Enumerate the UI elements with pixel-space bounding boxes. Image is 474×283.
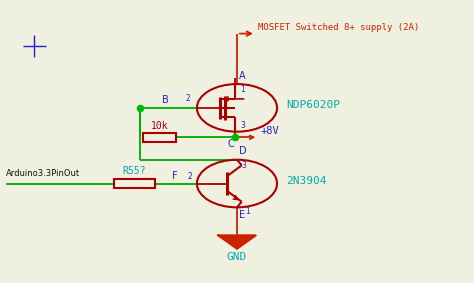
Text: R55?: R55? [123,166,146,176]
Text: NDP6020P: NDP6020P [286,100,340,110]
Text: 3: 3 [242,161,246,170]
Text: 2: 2 [188,172,192,181]
Bar [115,179,155,188]
Text: 10k: 10k [150,121,168,131]
Text: 1: 1 [246,207,250,216]
Text: A: A [239,71,246,81]
Text: GND: GND [227,252,247,262]
Text: 3: 3 [240,121,245,130]
Text: D: D [239,145,247,156]
Text: E: E [239,210,246,220]
Text: +8V: +8V [261,126,279,136]
Bar [143,133,176,142]
Polygon shape [218,235,256,249]
Text: Arduino3.3PinOut: Arduino3.3PinOut [6,170,80,179]
Text: C: C [228,139,235,149]
Text: 2N3904: 2N3904 [286,176,327,186]
Text: MOSFET Switched 8+ supply (2A): MOSFET Switched 8+ supply (2A) [258,23,419,32]
Text: 1: 1 [240,85,245,95]
Text: B: B [162,95,169,105]
Text: F: F [173,171,178,181]
Text: 2: 2 [185,94,190,103]
